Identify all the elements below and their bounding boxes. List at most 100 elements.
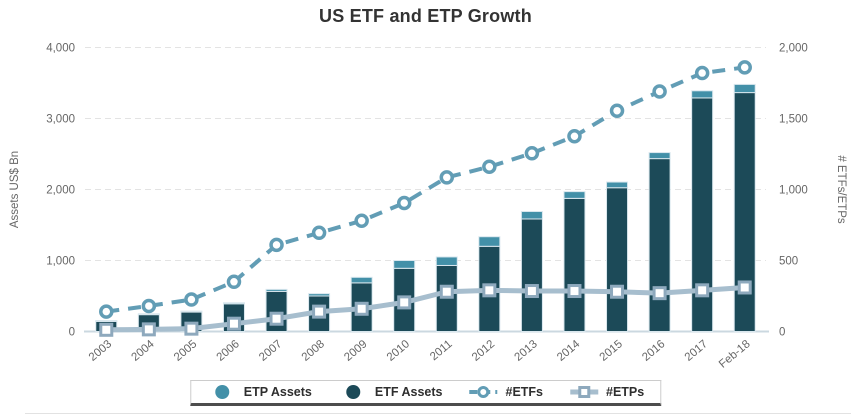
bar-etp-assets-2005[interactable] [180,310,203,313]
x-axis-tick-label: Feb-18 [717,338,753,371]
etps-count-marker-2012[interactable] [482,283,497,298]
etps-count-marker-2005[interactable] [184,321,199,336]
bar-etp-assets-2008[interactable] [308,293,331,297]
x-axis-tick-label: 2008 [300,338,327,364]
etps-count-marker-2015[interactable] [610,284,625,299]
x-axis-tick-label: 2013 [513,338,540,364]
legend-item-etp-assets[interactable]: ETP Assets [207,384,312,400]
legend-item-etps-count[interactable]: #ETPs [569,384,644,400]
x-axis-tick-label: 2011 [428,338,455,363]
etps-count-marker-2013[interactable] [524,284,539,299]
left-axis-tick-label: 2,000 [46,185,75,197]
x-axis-tick-label: 2016 [640,338,667,364]
etfs-count-marker-2009[interactable] [354,213,369,228]
etps-count-marker-Feb-18[interactable] [737,280,752,295]
bottom-divider [25,413,851,414]
bar-etp-assets-2014[interactable] [563,191,586,199]
right-axis-title: # ETFs/ETPs [835,155,847,224]
etfs-count-marker-2008[interactable] [311,225,327,241]
bar-etp-assets-2003[interactable] [95,319,118,322]
etps-count-marker-2004[interactable] [141,322,156,337]
x-axis-tick-label: 2007 [257,338,284,364]
left-axis-title: Assets US$ Bn [9,151,21,228]
legend-item-etfs-count[interactable]: #ETFs [468,384,543,400]
chart-title: US ETF and ETP Growth [319,6,532,26]
etps-count-marker-2016[interactable] [652,286,667,301]
etf-assets-circle-swatch [338,384,368,400]
legend-label-etf-assets: ETF Assets [374,385,443,399]
bar-etp-assets-2006[interactable] [222,302,245,305]
etps-count-marker-2007[interactable] [269,311,284,326]
etfs-count-marker-2010[interactable] [396,195,412,211]
etps-count-marker-2014[interactable] [567,284,582,299]
bar-etp-assets-2004[interactable] [137,313,160,316]
left-axis-tick-label: 4,000 [46,43,75,55]
etfs-count-line [106,65,745,314]
etps-line-square-swatch [569,384,599,400]
legend-item-etf-assets[interactable]: ETF Assets [338,384,443,400]
bar-etp-assets-2009[interactable] [350,276,373,284]
etfs-count-marker-2017[interactable] [694,65,710,81]
legend-label-etps-count: #ETPs [606,385,645,399]
etps-count-marker-2003[interactable] [99,322,114,337]
legend: ETP Assets ETF Assets #ETFs #ETPs [189,380,662,406]
bar-etf-assets-Feb-18[interactable] [733,92,756,332]
etfs-count-marker-2007[interactable] [269,237,284,253]
etfs-count-marker-Feb-18[interactable] [737,60,752,75]
bar-etp-assets-2015[interactable] [606,181,629,189]
etps-count-marker-2017[interactable] [695,283,710,298]
etps-count-marker-2008[interactable] [312,304,327,319]
bar-etp-assets-2010[interactable] [393,260,416,269]
etfs-count-marker-2006[interactable] [226,274,242,290]
x-axis-tick-label: 2003 [87,338,114,364]
etps-count-marker-2009[interactable] [354,301,369,316]
x-axis-tick-label: 2017 [683,338,710,364]
legend-label-etp-assets: ETP Assets [243,385,312,399]
right-axis-tick-label: 1,000 [779,185,808,197]
etfs-count-marker-2013[interactable] [524,146,540,161]
etp-assets-circle-swatch [207,384,237,400]
x-axis-tick-label: 2015 [598,338,625,364]
etps-count-line [106,284,745,333]
x-axis-tick-label: 2014 [555,338,583,364]
x-axis-tick-label: 2006 [215,338,242,364]
right-axis-tick-label: 0 [779,327,785,339]
bar-etf-assets-2013[interactable] [520,218,543,332]
etfs-count-marker-2011[interactable] [439,170,455,185]
left-axis-tick-label: 0 [69,327,75,339]
bar-etp-assets-2012[interactable] [478,236,501,247]
right-axis-tick-label: 2,000 [779,43,808,55]
bar-etp-assets-2017[interactable] [691,90,714,99]
right-axis-tick-label: 500 [779,256,798,268]
bar-etf-assets-2016[interactable] [648,158,671,332]
bar-etp-assets-Feb-18[interactable] [733,83,756,94]
x-axis-tick-label: 2012 [470,338,497,364]
etps-count-marker-2011[interactable] [439,284,454,299]
etfs-count-marker-2015[interactable] [609,103,625,118]
x-axis-tick-label: 2004 [129,338,157,364]
etfs-line-circle-swatch [468,384,498,400]
bar-etf-assets-2015[interactable] [606,187,629,332]
etps-count-marker-2010[interactable] [397,295,412,310]
etfs-count-marker-2005[interactable] [184,292,199,307]
legend-label-etfs-count: #ETFs [505,385,544,399]
etfs-count-marker-2004[interactable] [141,298,157,314]
etfs-count-marker-2012[interactable] [482,159,497,175]
left-axis-tick-label: 1,000 [46,256,75,268]
bar-etp-assets-2011[interactable] [435,256,458,266]
x-axis-tick-label: 2005 [172,338,199,364]
bar-etp-assets-2016[interactable] [648,152,671,160]
bar-etp-assets-2013[interactable] [520,211,543,220]
etps-count-marker-2006[interactable] [226,316,241,331]
etfs-count-marker-2014[interactable] [567,129,582,144]
etfs-count-marker-2016[interactable] [652,84,667,99]
bar-etf-assets-2014[interactable] [563,197,586,332]
x-axis-tick-label: 2010 [385,338,412,364]
etfs-count-marker-2003[interactable] [99,304,114,319]
right-axis-tick-label: 1,500 [779,114,808,126]
x-axis-tick-label: 2009 [342,338,369,364]
left-axis-tick-label: 3,000 [46,114,75,126]
bar-etp-assets-2007[interactable] [265,288,288,292]
